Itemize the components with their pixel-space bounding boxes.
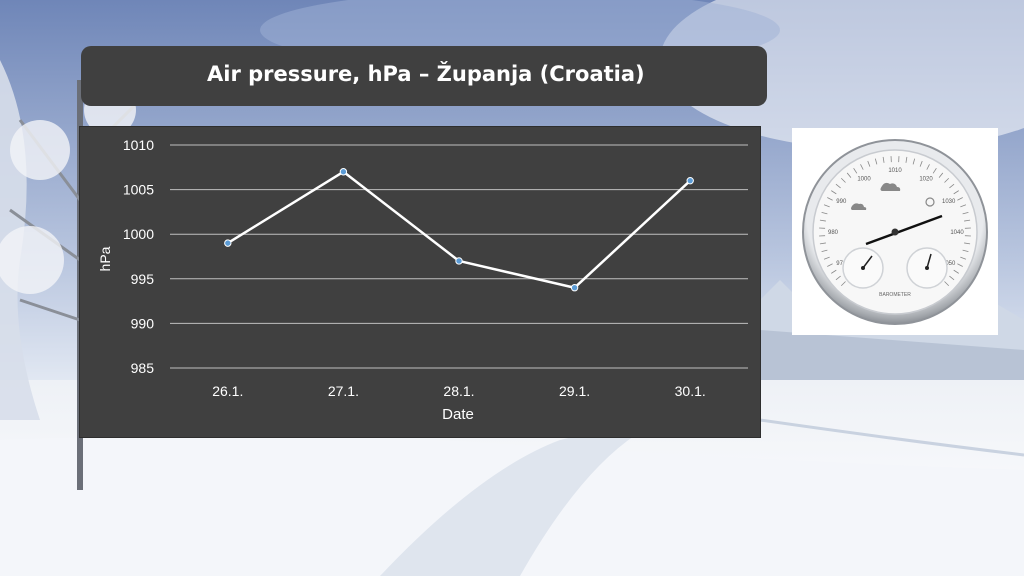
dial-tick [840,177,846,183]
dial-tick [821,249,828,253]
title-bar: Air pressure, hPa – Županja (Croatia) [81,46,767,106]
dial-tick [821,211,828,215]
dial-tick [960,256,967,260]
dial-tick [944,281,950,287]
dial-tick [840,281,846,287]
dial-number: 980 [828,230,839,236]
dial-tick [964,242,971,245]
y-tick-label: 990 [131,315,155,331]
dial-tick [846,172,852,178]
dial-tick [949,183,955,189]
dial-tick [827,197,833,201]
dial-tick [882,156,885,163]
dial-number: 990 [836,199,847,205]
dial-tick [960,204,967,208]
dial-tick [919,160,923,167]
dial-number: 1050 [942,261,956,267]
dial-number: 1030 [942,199,956,205]
dial-number: 970 [836,261,847,267]
dial-tick [867,160,871,167]
x-axis-title: Date [442,406,474,423]
dial-tick [905,156,908,163]
dial-tick [819,219,826,222]
dial-tick [912,158,916,165]
barometer-image: 970 980 990 1000 1010 1020 1030 1040 1050 BAROME… [792,128,998,335]
dial-tick [957,263,963,267]
dial-number: 1000 [857,176,871,182]
dial-tick [823,204,830,208]
y-tick-label: 1000 [123,226,154,242]
y-tick-label: 1010 [123,137,154,153]
dial-tick [835,275,841,281]
data-point [570,284,579,292]
barometer-caption: BAROMETER [879,292,911,298]
dial-tick [938,172,944,178]
dial-tick [827,263,833,267]
dial-tick [964,219,971,222]
data-point [339,168,348,176]
dial-tick [944,177,950,183]
line-chart: 985 990 995 1000 1005 1010 26.1. 27.1. 28.1. 29.1… [97,137,748,423]
x-tick-label: 28.1. [443,383,474,399]
dial-tick [860,164,864,170]
dial-tick [831,190,837,195]
dial-tick [932,168,937,174]
x-tick-label: 29.1. [559,383,590,399]
data-point [224,239,232,247]
x-tick-label: 26.1. [212,383,243,399]
data-point [455,257,463,265]
y-tick-label: 995 [131,271,155,287]
dial-tick [853,168,858,174]
dial-tick [835,183,841,189]
dial-tick [957,197,963,201]
chart-panel: 985 990 995 1000 1005 1010 26.1. 27.1. 28.1. 29.1… [80,127,760,437]
dial-tick [823,256,830,260]
dial-number: 1020 [919,176,933,182]
dial-number: 1010 [888,168,902,174]
dial-tick [949,275,955,281]
y-tick-label: 985 [131,360,155,376]
dial-tick [874,158,878,165]
y-tick-label: 1005 [123,182,154,198]
y-axis-title: hPa [97,246,113,271]
slide-title: Air pressure, hPa – Županja (Croatia) [207,62,645,86]
dial-tick [962,249,969,253]
x-tick-label: 27.1. [328,383,359,399]
data-point [686,176,694,185]
dial-tick [962,211,969,215]
dial-tick [831,269,837,274]
dial-tick [953,190,959,195]
dial-tick [819,242,826,245]
dial-tick [926,164,930,170]
x-tick-label: 30.1. [675,383,706,399]
dial-number: 1040 [950,230,964,236]
dial-tick [953,269,959,274]
